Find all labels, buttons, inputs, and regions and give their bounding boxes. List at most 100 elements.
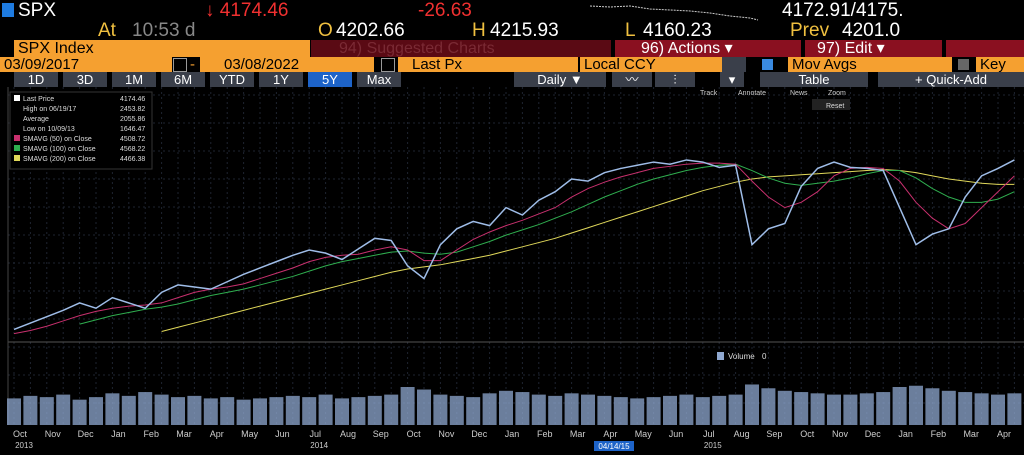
period-button[interactable]: 3D [63, 72, 107, 87]
reset-button[interactable] [812, 99, 850, 110]
volume-bar [302, 397, 317, 425]
actions-menu[interactable]: 96) Actions ▾ [615, 40, 801, 57]
period-button[interactable]: 1Y [259, 72, 303, 87]
volume-bar [728, 394, 743, 425]
key[interactable]: Key [976, 57, 1024, 72]
volume-bar [531, 394, 546, 425]
volume-bar [466, 397, 481, 425]
x-tick-label: Feb [143, 429, 159, 439]
volume-bar [974, 393, 989, 425]
volume-bar [23, 395, 38, 425]
period-button[interactable]: 6M [161, 72, 205, 87]
period-button[interactable]: Max [357, 72, 401, 87]
legend-swatch [14, 135, 20, 141]
chart-type[interactable]: 〰 [612, 72, 652, 87]
reset-label: Reset [826, 103, 844, 110]
volume-bar [318, 394, 333, 425]
at-label: At [98, 20, 116, 41]
x-tick-label: Mar [963, 429, 979, 439]
x-tick-label: Sep [766, 429, 782, 439]
volume-bar [581, 394, 595, 425]
volume-bar [56, 394, 71, 425]
volume-bar [745, 384, 759, 425]
legend-value: 2453.82 [120, 106, 145, 113]
currency-select[interactable]: Local CCY [580, 57, 724, 72]
legend-label: Last Price [23, 96, 54, 103]
x-tick-label: Apr [210, 429, 224, 439]
high: 4215.93 [490, 20, 559, 41]
chart-style[interactable]: ⫶ [655, 72, 695, 87]
period-button[interactable]: 5Y [308, 72, 352, 87]
calendar-icon[interactable] [381, 58, 395, 72]
legend-label: Low on 10/09/13 [23, 126, 75, 133]
end-date[interactable]: 03/08/2022 [200, 57, 374, 72]
volume-bar [253, 398, 267, 425]
volume-bar [154, 394, 169, 425]
x-tick-label: Apr [997, 429, 1011, 439]
low: 4160.23 [643, 20, 712, 41]
key-checkbox[interactable] [958, 59, 969, 70]
period-button[interactable]: 1D [14, 72, 58, 87]
bid-ask: 4172.91/4175. [782, 0, 904, 21]
currency-dropdown[interactable] [722, 57, 746, 72]
volume-bar [679, 394, 694, 425]
volume-bar [269, 397, 284, 425]
volume-swatch [717, 352, 724, 360]
quick-add[interactable]: + Quick-Add [878, 72, 1024, 87]
chart-tool[interactable]: Annotate [738, 90, 766, 97]
mov-avgs[interactable]: Mov Avgs [788, 57, 952, 72]
period-button[interactable]: 1M [112, 72, 156, 87]
edit-menu[interactable]: 97) Edit ▾ [805, 40, 942, 57]
volume-bar [400, 387, 415, 425]
legend-label: SMAVG (200) on Close [23, 156, 96, 163]
volume-bar [7, 398, 21, 425]
volume-bar [203, 398, 218, 425]
mov-avgs-checkbox[interactable] [762, 59, 773, 70]
chart-tool[interactable]: Zoom [828, 90, 846, 97]
chart-tool[interactable]: News [790, 90, 808, 97]
high-label: H [472, 20, 486, 41]
price-line [13, 159, 1015, 331]
x-tick-label: Feb [537, 429, 553, 439]
x-tick-label: Sep [373, 429, 389, 439]
chart-tool[interactable]: Track [700, 90, 718, 97]
x-tick-label: May [635, 429, 653, 439]
x-tick-label: Nov [45, 429, 62, 439]
volume-bar [695, 397, 710, 425]
security-field[interactable]: SPX Index [14, 40, 310, 57]
legend-label: High on 06/19/17 [23, 106, 76, 113]
x-tick-label: Nov [438, 429, 455, 439]
volume-bar [220, 397, 235, 425]
net-change: -26.63 [418, 0, 472, 21]
volume-bar [89, 397, 103, 425]
volume-bar [958, 392, 973, 425]
frequency[interactable]: Daily ▼ [514, 72, 606, 87]
volume-bar [39, 397, 54, 425]
legend-label: SMAVG (100) on Close [23, 146, 96, 153]
volume-bar [548, 395, 563, 425]
volume-bar [72, 399, 87, 425]
x-tick-label: Dec [471, 429, 488, 439]
volume-bar [810, 393, 825, 425]
start-date[interactable]: 03/09/2017 [0, 57, 172, 72]
table-button[interactable]: Table [760, 72, 868, 87]
date-highlight [594, 441, 634, 451]
x-tick-label: Apr [603, 429, 617, 439]
suggested-charts[interactable]: 94) Suggested Charts [311, 40, 611, 57]
calendar-icon[interactable] [173, 58, 187, 72]
field-select[interactable]: Last Px [398, 57, 578, 72]
more[interactable]: ▾ [720, 72, 744, 87]
volume-bar [613, 397, 628, 425]
volume-bar [499, 390, 513, 425]
volume-bar [712, 395, 727, 425]
x-tick-label: Dec [78, 429, 95, 439]
year-label: 2015 [704, 441, 722, 450]
volume-bar [663, 395, 677, 425]
period-button[interactable]: YTD [210, 72, 254, 87]
legend-value: 4466.38 [120, 156, 145, 163]
volume-bar [417, 389, 431, 425]
legend-value: 4508.72 [120, 136, 145, 143]
x-tick-label: Feb [931, 429, 947, 439]
time: 10:53 d [132, 20, 196, 41]
